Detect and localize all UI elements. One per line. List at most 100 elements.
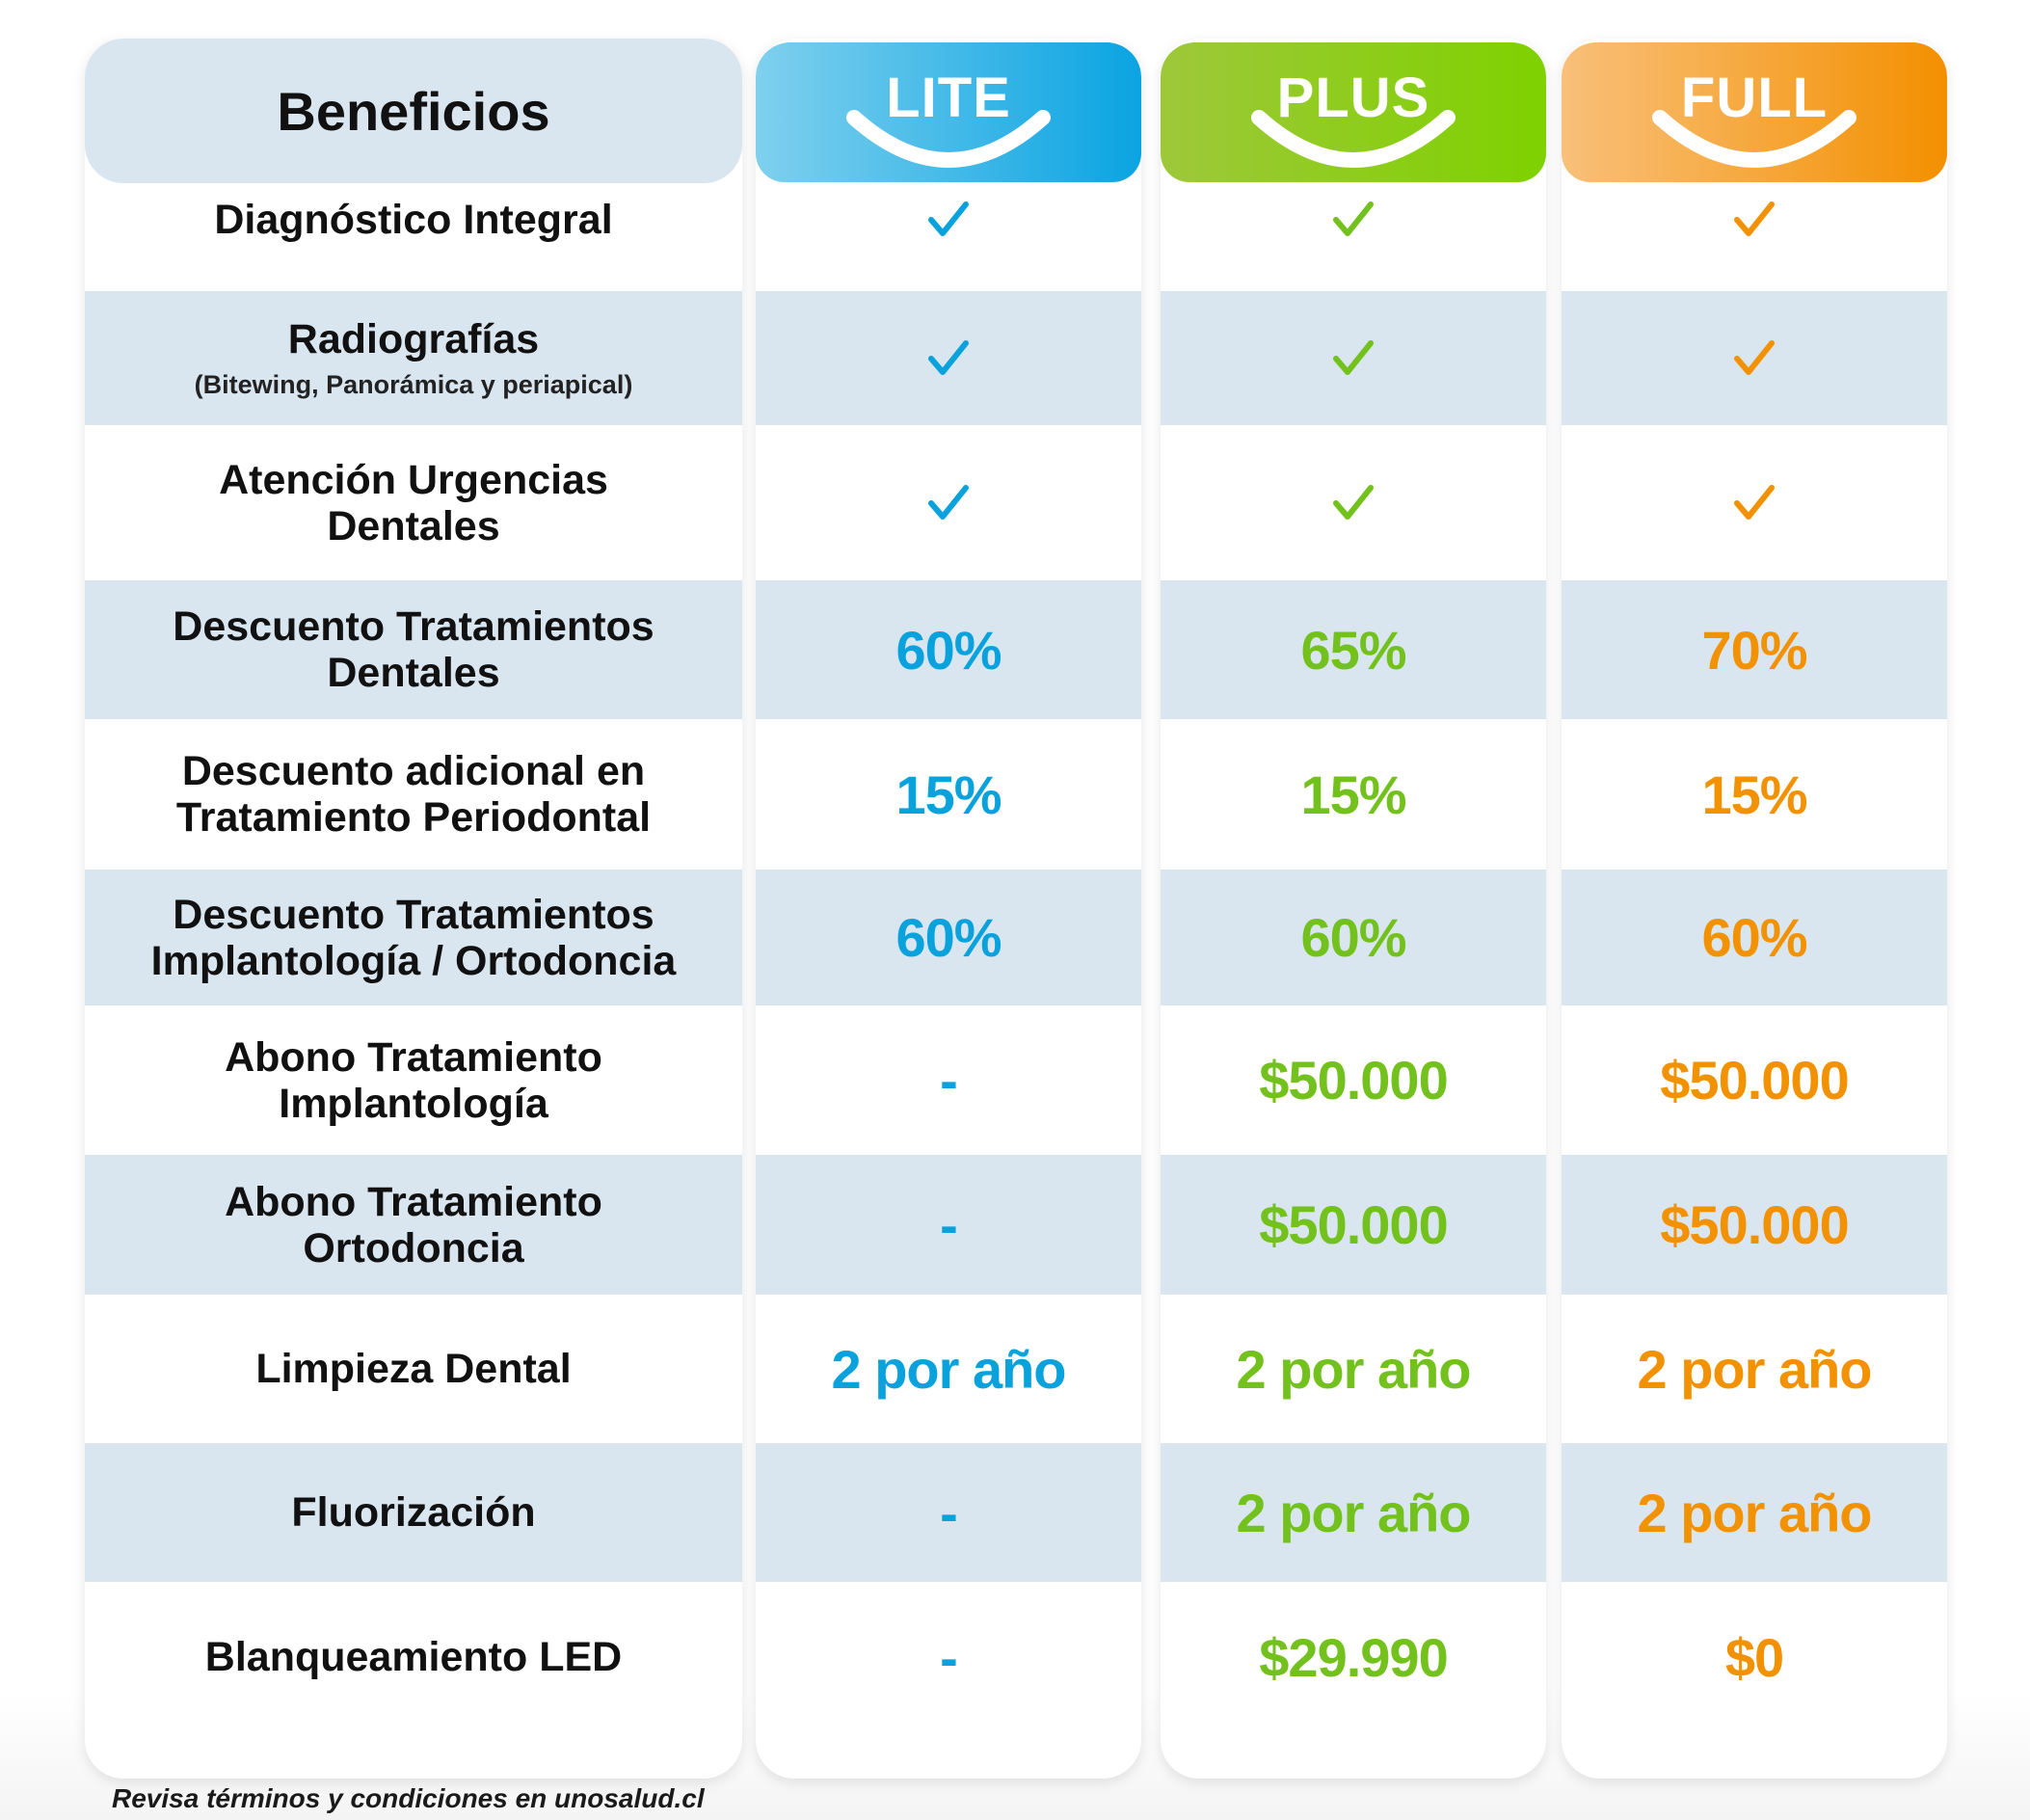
benefit-label: Abono Tratamiento [225, 1178, 602, 1225]
plan-column-plus: PLUS 65% 15% 60% $50.000 $50.000 2 por año 2 p… [1161, 39, 1546, 1779]
plan-value-lite: 15% [895, 763, 1002, 825]
plan-value-cell-full: 15% [1562, 721, 1947, 868]
plan-value-cell-lite: 15% [756, 721, 1141, 868]
plan-value-cell-plus: 2 por año [1161, 1297, 1546, 1441]
plan-value-plus: 15% [1300, 763, 1406, 825]
row-band [85, 870, 742, 1005]
plan-value-cell-lite: - [756, 1441, 1141, 1584]
plan-column-lite: LITE 60% 15% 60% - - 2 por año - - [756, 39, 1141, 1779]
checkmark-icon [928, 201, 969, 236]
plan-value-cell-plus: 60% [1161, 868, 1546, 1007]
plan-value-cell-plus: $50.000 [1161, 1007, 1546, 1153]
plan-value-lite: - [940, 1194, 958, 1255]
row-band [1562, 1443, 1947, 1582]
plan-value-cell-lite: 2 por año [756, 1297, 1141, 1441]
plan-value-cell-full [1562, 289, 1947, 427]
checkmark-icon [1734, 201, 1775, 236]
smile-icon [1652, 110, 1856, 168]
smile-icon [846, 110, 1051, 168]
smile-icon [1251, 110, 1456, 168]
benefits-column: Beneficios Diagnóstico Integral Radiograf… [85, 39, 742, 1779]
benefit-label: Dentales [327, 502, 500, 549]
plan-value-plus: 60% [1300, 907, 1406, 968]
plan-value-cell-plus [1161, 289, 1546, 427]
plan-value-cell-full: 70% [1562, 578, 1947, 721]
plan-value-plus: $29.990 [1259, 1626, 1448, 1688]
row-band [85, 580, 742, 719]
plan-value-plus: 2 por año [1236, 1338, 1471, 1400]
plan-value-cell-plus: 15% [1161, 721, 1546, 868]
row-band [756, 1155, 1141, 1295]
checkmark-icon [1333, 201, 1374, 236]
row-band [756, 291, 1141, 425]
benefit-cell: Abono Tratamiento Ortodoncia [85, 1153, 742, 1297]
row-band [1161, 1443, 1546, 1582]
plan-header-lite: LITE [756, 42, 1141, 182]
benefit-label: Fluorización [291, 1489, 536, 1536]
plan-value-plus: $50.000 [1259, 1050, 1448, 1111]
terms-footnote: Revisa términos y condiciones en unosalu… [112, 1783, 705, 1813]
plan-value-cell-full: 60% [1562, 868, 1947, 1007]
row-band [85, 291, 742, 425]
row-band [85, 1443, 742, 1582]
benefit-sublabel: (Bitewing, Panorámica y periapical) [194, 370, 633, 399]
plan-value-full: 70% [1701, 619, 1807, 681]
benefit-label: Limpieza Dental [255, 1346, 572, 1392]
plan-value-plus: 65% [1300, 619, 1406, 681]
benefit-label: Descuento Tratamientos [173, 603, 654, 650]
checkmark-icon [1333, 484, 1374, 520]
row-band [756, 580, 1141, 719]
checkmark-icon [1333, 339, 1374, 375]
plan-value-cell-lite [756, 289, 1141, 427]
plan-value-cell-full: $50.000 [1562, 1153, 1947, 1297]
benefit-label: Descuento Tratamientos [173, 891, 654, 938]
benefit-label: Ortodoncia [303, 1224, 524, 1271]
row-band [1161, 291, 1546, 425]
plan-value-cell-lite: - [756, 1153, 1141, 1297]
plan-name-lite: LITE [886, 67, 1011, 129]
checkmark-icon [1734, 339, 1775, 375]
plan-value-cell-lite: - [756, 1007, 1141, 1153]
plan-value-cell-full: $0 [1562, 1584, 1947, 1730]
plan-value-lite: 2 por año [831, 1338, 1066, 1400]
plan-value-full: $50.000 [1660, 1194, 1849, 1255]
benefit-label: Tratamiento Periodontal [175, 794, 652, 841]
plan-value-lite: - [940, 1482, 958, 1543]
plan-value-lite: - [940, 1626, 958, 1688]
plan-value-full: $50.000 [1660, 1050, 1849, 1111]
row-band [1161, 870, 1546, 1005]
plan-value-plus: $50.000 [1259, 1194, 1448, 1255]
benefits-header: Beneficios [85, 39, 742, 183]
plan-value-lite: 60% [895, 907, 1002, 968]
plan-value-full: $0 [1724, 1626, 1784, 1688]
benefit-cell: Fluorización [85, 1441, 742, 1584]
plan-value-cell-full [1562, 427, 1947, 578]
plan-column-full: FULL 70% 15% 60% $50.000 $50.000 2 por año 2 p… [1562, 39, 1947, 1779]
benefit-label: Atención Urgencias [219, 456, 608, 503]
benefit-cell: Descuento adicional en Tratamiento Period… [85, 721, 742, 868]
row-band [1562, 870, 1947, 1005]
benefit-cell: Diagnóstico Integral [85, 149, 742, 289]
row-band [1562, 580, 1947, 719]
plan-value-cell-lite [756, 427, 1141, 578]
plan-value-lite: 60% [895, 619, 1002, 681]
benefit-label: Diagnóstico Integral [214, 196, 613, 243]
plan-value-cell-plus: 2 por año [1161, 1441, 1546, 1584]
plan-value-cell-lite: - [756, 1584, 1141, 1730]
benefit-label: Implantología [279, 1080, 548, 1127]
checkmark-icon [928, 484, 969, 520]
plan-value-cell-full: $50.000 [1562, 1007, 1947, 1153]
row-band [1562, 1155, 1947, 1295]
plan-value-cell-plus: $50.000 [1161, 1153, 1546, 1297]
plan-value-cell-full: 2 por año [1562, 1441, 1947, 1584]
plan-value-cell-lite: 60% [756, 578, 1141, 721]
plan-value-cell-plus: 65% [1161, 578, 1546, 721]
benefit-cell: Radiografías (Bitewing, Panorámica y peri… [85, 289, 742, 427]
plan-value-full: 2 por año [1637, 1482, 1872, 1543]
plan-value-cell-plus: $29.990 [1161, 1584, 1546, 1730]
row-band [1161, 580, 1546, 719]
plan-value-lite: - [940, 1050, 958, 1111]
benefit-label: Radiografías [287, 316, 540, 362]
benefit-cell: Limpieza Dental [85, 1297, 742, 1441]
benefit-label: Abono Tratamiento [225, 1033, 602, 1081]
